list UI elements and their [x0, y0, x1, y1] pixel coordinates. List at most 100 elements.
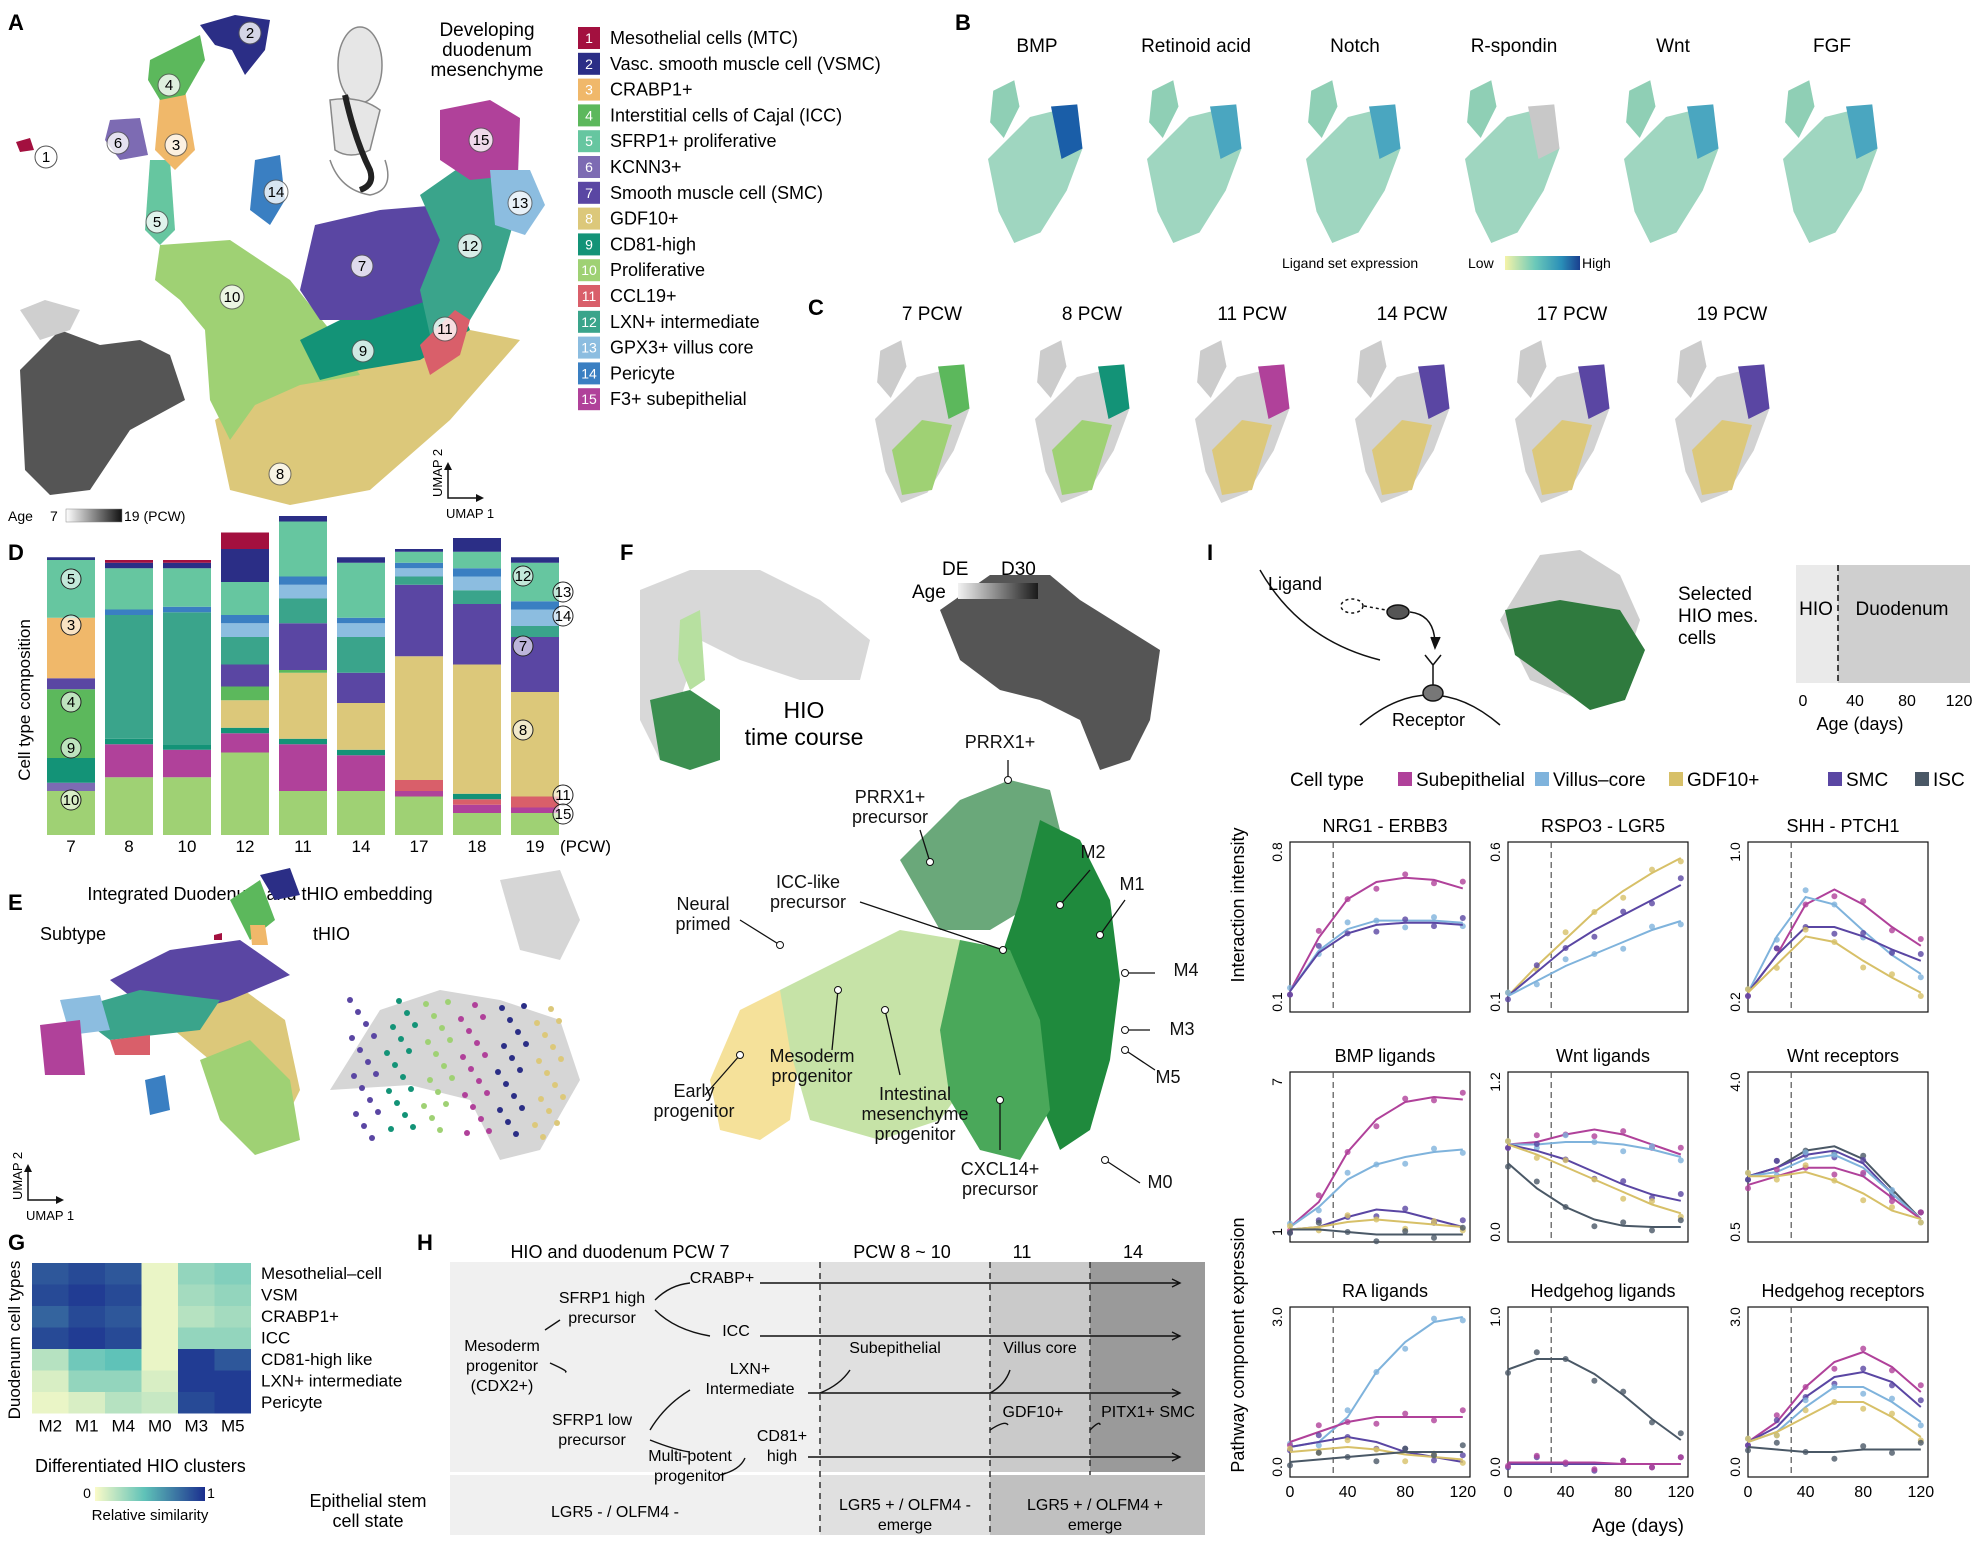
thio-cell-dot [349, 1035, 355, 1041]
heatmap-cells [32, 1263, 251, 1414]
legend-label: Smooth muscle cell (SMC) [610, 183, 823, 203]
thio-cell-dot [478, 1116, 484, 1122]
timepoint-title: 11 PCW [1217, 304, 1286, 325]
lineplot-xtick: 120 [1667, 1484, 1694, 1501]
lineplot-point [1917, 950, 1924, 957]
thio-cell-dot [550, 1044, 556, 1050]
bar-segment-7-6 [47, 782, 95, 791]
lineplot-8: Hedgehog receptors 0.0 3.0 0 40 80 120 [1727, 1281, 1934, 1501]
panel-c-timepoint-umaps: 7 PCW 8 PCW 11 PCW 14 PCW 17 PCW 19 PCW [875, 304, 1770, 503]
ligand-scale-label: Ligand set expression [1282, 255, 1418, 271]
lineplot-point [1373, 1458, 1380, 1465]
lineplot-point [1745, 1176, 1751, 1183]
timeline-xlabel: Age (days) [1816, 714, 1903, 734]
lineplot-ytick: 0.1 [1269, 992, 1285, 1012]
timepoint-lower-cluster [1212, 420, 1272, 495]
hio-annotation-text: Neural [676, 894, 729, 914]
bar-segment-11-12 [279, 598, 327, 624]
panel-d-composition: Cell type composition 7 8 10 12 11 14 17 18 19 (… [15, 516, 611, 856]
heat-col-label: M0 [148, 1417, 172, 1436]
umap-accent [1210, 104, 1242, 159]
bar-segment-8-9 [105, 738, 153, 745]
lineplot-point [1677, 1144, 1684, 1151]
lineplot-point [1315, 1432, 1322, 1439]
lineplot-point [1373, 1446, 1380, 1453]
heat-cell-4-0 [32, 1349, 69, 1371]
legend-number: 5 [585, 133, 593, 149]
heatmap-row-labels: Mesothelial–cell VSM CRABP1+ ICC CD81-high l… [261, 1264, 402, 1412]
umap-accent [1846, 104, 1878, 159]
heat-cell-6-2 [105, 1392, 142, 1414]
lineplot-point [1402, 1160, 1409, 1167]
thio-cell-dot [515, 1029, 521, 1035]
hio-annotation-1: PRRX1+precursor [852, 787, 934, 866]
heat-cell-4-2 [105, 1349, 142, 1371]
lineplot-point [1802, 1397, 1809, 1404]
lineplot-point [1802, 1407, 1809, 1414]
lineplot-point [1745, 1435, 1751, 1442]
lineplot-point [1889, 1410, 1895, 1417]
panel-d-bars [47, 516, 559, 835]
lineplot-point [1344, 1419, 1351, 1425]
bar-segment-10-14 [163, 606, 211, 613]
bar-segment-11-5 [279, 521, 327, 577]
lineplot-point [1591, 1223, 1598, 1230]
header-14: 14 [1123, 1242, 1143, 1262]
bar-segment-18-9 [453, 793, 501, 800]
thio-cell-dot [429, 1115, 435, 1121]
ligand-scale-high: High [1582, 255, 1611, 271]
hio-annotation-arrow [1124, 1049, 1156, 1071]
lineplot-series-ISC [1507, 1162, 1681, 1228]
lineplot-title: NRG1 - ERBB3 [1322, 816, 1447, 836]
bar-segment-18-5 [453, 551, 501, 569]
lineplot-point [1459, 1459, 1466, 1466]
lineage-arrow-0 [544, 1319, 561, 1331]
timepoint-umap-1: 8 PCW [1035, 304, 1130, 503]
thio-cell-dot [425, 1039, 431, 1045]
umap-accent [938, 364, 970, 419]
lineplot-series-SMC [1507, 1143, 1682, 1202]
heat-row-label: Mesothelial–cell [261, 1264, 382, 1283]
heat-cell-5-5 [214, 1370, 251, 1392]
lineplot-point [1344, 1169, 1351, 1176]
thio-cell-dot [468, 1066, 474, 1072]
bar-segment-18-2 [453, 538, 501, 552]
bar-segment-12-13 [221, 623, 269, 637]
thio-cell-dot [406, 1048, 412, 1054]
lineplot-point [1773, 1432, 1780, 1439]
thio-cell-dot [517, 1067, 523, 1073]
timeline-tick: 120 [1946, 693, 1973, 710]
legend-title: Cell type [1290, 770, 1364, 791]
lineplot-frame [1507, 841, 1689, 1013]
lineplot-point [1745, 1185, 1751, 1192]
lineplot-point [1402, 924, 1409, 931]
hio-annotation-text: PRRX1+ [855, 787, 926, 807]
sim-scale-max: 1 [207, 1485, 215, 1501]
ligand-umap-2: Notch [1306, 36, 1401, 243]
lineplot-point [1917, 1422, 1924, 1429]
legend-item-8: 8 GDF10+ [578, 207, 679, 230]
bar-segment-18-15 [453, 804, 501, 813]
subtype-umap-1 [214, 933, 222, 940]
lineage-arrow-12 [989, 1369, 1011, 1394]
hio-annotation-text: M0 [1147, 1172, 1172, 1192]
lineplot-point [1677, 875, 1684, 882]
hio-annotation-text: precursor [852, 807, 928, 827]
lineplot-point [1649, 1419, 1655, 1426]
bar19-label-15: 15 [552, 803, 574, 825]
legend-item-15: 15 F3+ subepithelial [578, 388, 747, 411]
bar19-label-text: 15 [555, 806, 572, 823]
thio-cell-dot [357, 1047, 363, 1053]
timepoint-lower-cluster [1052, 420, 1112, 495]
heat-cell-2-5 [214, 1306, 251, 1328]
age-de-max: D30 [1001, 559, 1036, 580]
lineplot-series-Subepithelial [1289, 876, 1464, 992]
lineplot-xtick: 40 [1339, 1484, 1357, 1501]
legend-number: 9 [585, 236, 593, 252]
lineplot-point [1620, 1219, 1627, 1226]
thio-cell-dot [548, 1006, 554, 1012]
bar-segment-18-11 [453, 799, 501, 805]
hio-main-lightgreen [780, 930, 1000, 1140]
lineage-node-text: precursor [558, 1432, 626, 1449]
